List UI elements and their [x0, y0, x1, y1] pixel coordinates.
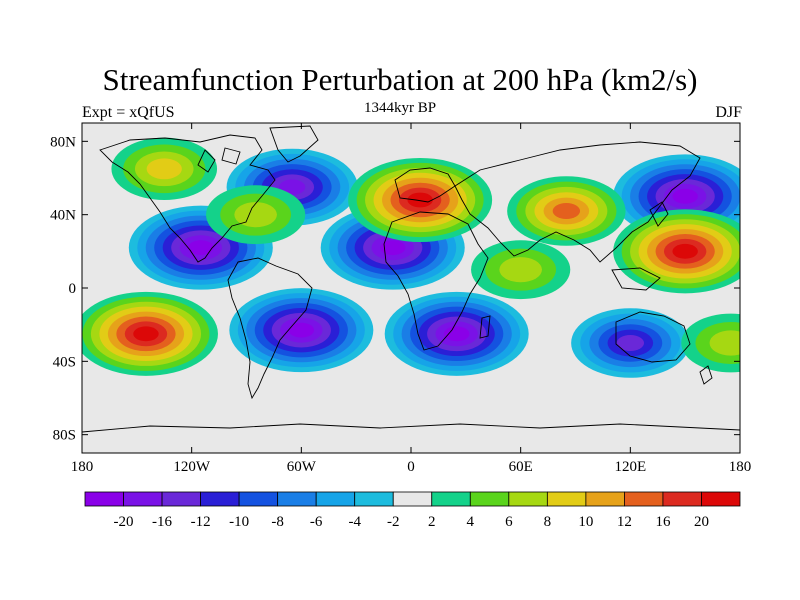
colorbar-label: -6 — [310, 514, 323, 530]
colorbar-swatch — [354, 491, 394, 507]
high-centre-11 — [111, 137, 218, 201]
lon-label: 60W — [287, 459, 317, 475]
contour-band — [188, 240, 214, 256]
lat-label: 40S — [53, 354, 76, 370]
high-centre-14 — [681, 313, 740, 373]
colorbar: -20 -16 -12 -10 -8 -6 -4 -2 2 4 6 8 10 12 16 20 — [84, 491, 741, 530]
colorbar-swatch — [546, 491, 587, 507]
lon-label: 60E — [509, 459, 533, 475]
lat-label: 80N — [50, 134, 76, 150]
season-label: DJF — [715, 104, 742, 121]
low-centre-2 — [384, 291, 529, 376]
colorbar-swatch — [624, 491, 664, 507]
colorbar-label: -20 — [114, 514, 134, 530]
colorbar-swatch — [392, 491, 433, 507]
contour-band — [616, 335, 645, 351]
colorbar-label: 4 — [467, 514, 475, 530]
low-centre-4 — [571, 308, 690, 378]
lat-label: 40N — [50, 208, 76, 224]
lon-label: 0 — [407, 459, 415, 475]
low-centre-3 — [229, 288, 374, 373]
high-centre-13 — [471, 240, 571, 300]
contour-band — [499, 257, 542, 283]
streamfunction-field — [82, 123, 740, 453]
experiment-label: Expt = xQfUS — [82, 104, 175, 121]
colorbar-swatch — [84, 491, 124, 507]
colorbar-swatch — [585, 491, 625, 507]
colorbar-label: 16 — [655, 514, 671, 530]
contour-band — [443, 326, 470, 342]
colorbar-swatch — [161, 491, 201, 507]
lon-label: 180 — [71, 459, 94, 475]
high-centre-8 — [613, 209, 740, 294]
colorbar-swatch — [431, 491, 471, 507]
colorbar-label: 6 — [505, 514, 513, 530]
contour-band — [133, 326, 159, 342]
contour-band — [672, 243, 698, 259]
colorbar-swatch — [123, 491, 163, 507]
colorbar-swatch — [469, 491, 510, 507]
colorbar-label: -2 — [387, 514, 400, 530]
colorbar-swatch — [508, 491, 548, 507]
colorbar-label: -10 — [229, 514, 249, 530]
time-label: 1344kyr BP — [363, 100, 437, 116]
colorbar-swatch — [315, 491, 356, 507]
lon-label: 180 — [729, 459, 752, 475]
high-centre-12 — [206, 185, 306, 245]
colorbar-label: 10 — [578, 514, 593, 530]
colorbar-label: 2 — [428, 514, 436, 530]
contour-band — [709, 330, 740, 356]
lon-label: 120W — [173, 459, 211, 475]
map-axes: 80N 40N 0 40S 80S 180 120W 60W 0 60E 120E 180 — [50, 123, 751, 475]
colorbar-label: 20 — [694, 514, 709, 530]
contour-band — [552, 203, 581, 219]
contour-band — [288, 322, 315, 338]
coastlines — [82, 125, 740, 433]
lat-label: 80S — [53, 428, 76, 444]
plot-title: Streamfunction Perturbation at 200 hPa (… — [102, 62, 698, 97]
contour-band — [279, 179, 306, 195]
colorbar-label: -12 — [191, 514, 211, 530]
contour-band — [380, 240, 406, 256]
lat-label: 0 — [69, 281, 77, 297]
contour-band — [672, 188, 698, 204]
colorbar-label: -4 — [348, 514, 361, 530]
colorbar-label: 8 — [544, 514, 552, 530]
high-centre-9 — [82, 291, 218, 376]
contour-band — [234, 202, 277, 228]
colorbar-label: 12 — [617, 514, 632, 530]
colorbar-swatch — [662, 491, 702, 507]
contour-band — [407, 192, 433, 208]
colorbar-label: -8 — [271, 514, 284, 530]
colorbar-swatch — [238, 491, 279, 507]
colorbar-swatch — [200, 491, 240, 507]
contour-band — [146, 158, 182, 180]
lon-label: 120E — [614, 459, 646, 475]
colorbar-swatch — [277, 491, 317, 507]
colorbar-label: -16 — [152, 514, 172, 530]
high-centre-10 — [507, 176, 626, 246]
colorbar-swatch — [701, 491, 741, 507]
